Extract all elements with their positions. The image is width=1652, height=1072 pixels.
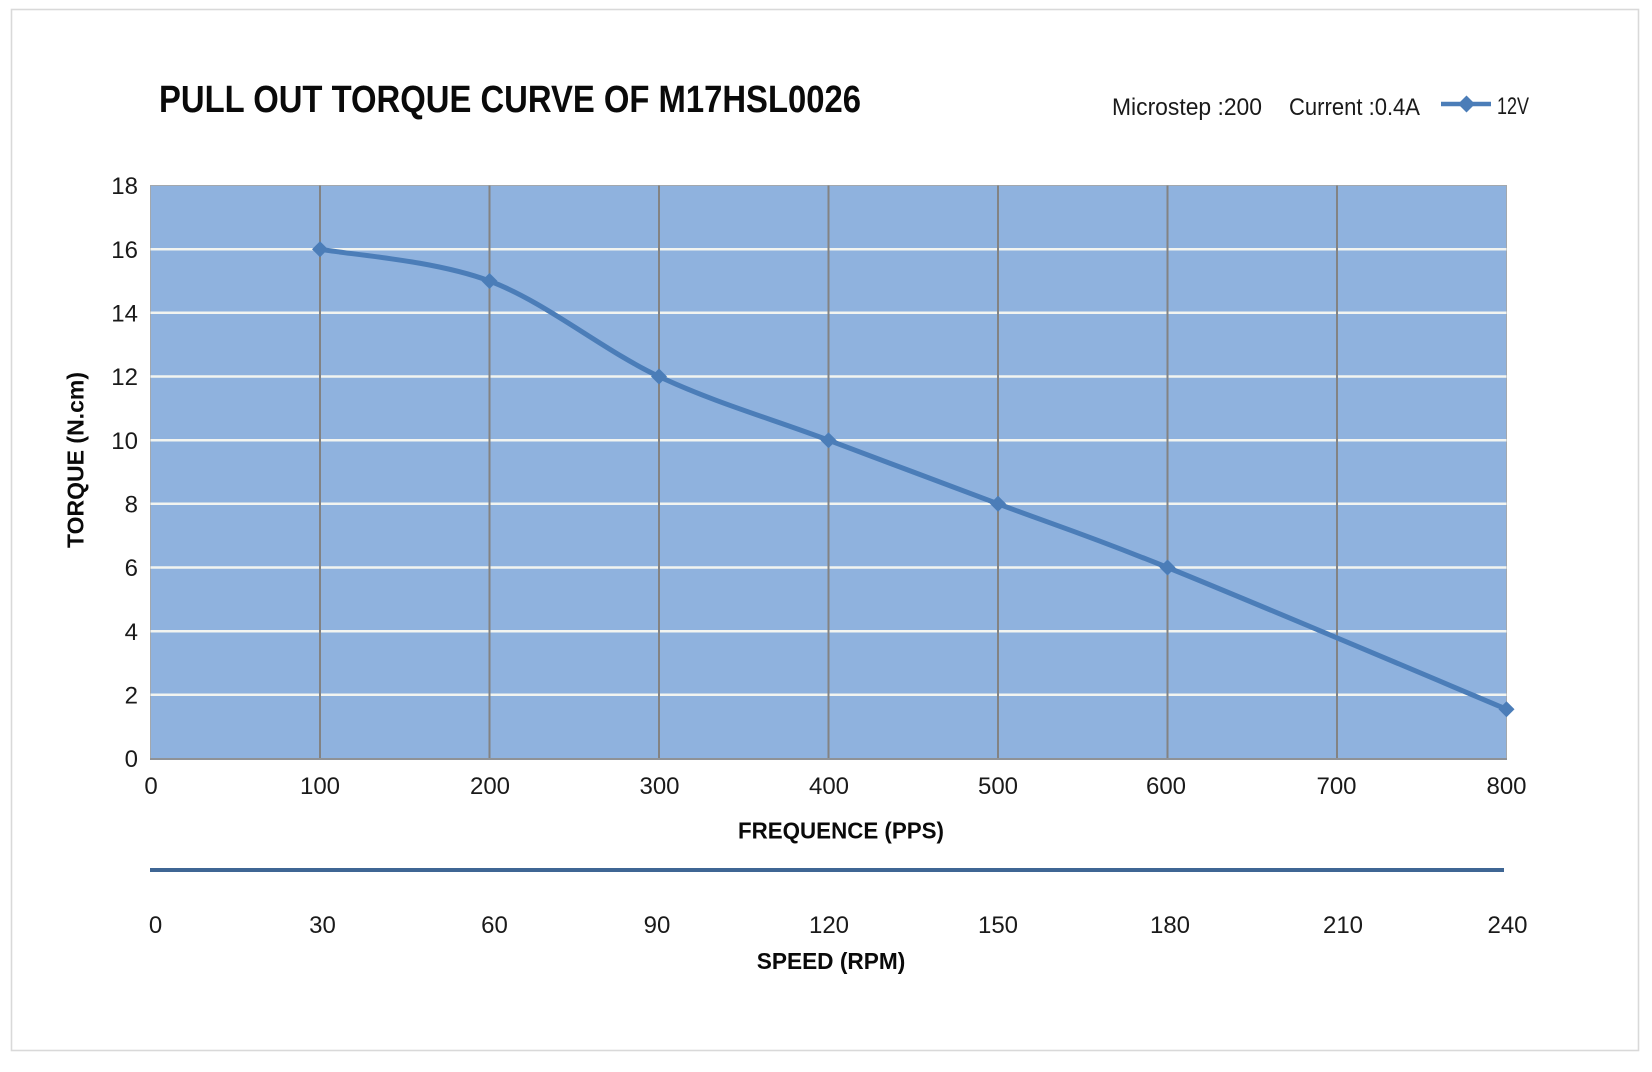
svg-text:PULL OUT TORQUE CURVE OF M17HS: PULL OUT TORQUE CURVE OF M17HSL0026	[159, 79, 861, 121]
svg-text:90: 90	[644, 912, 671, 939]
svg-text:Current :0.4A: Current :0.4A	[1289, 94, 1420, 121]
svg-text:18: 18	[111, 173, 138, 200]
svg-text:30: 30	[309, 912, 336, 939]
svg-text:TORQUE (N.cm): TORQUE (N.cm)	[63, 372, 89, 548]
svg-text:6: 6	[125, 555, 138, 582]
svg-text:180: 180	[1150, 912, 1190, 939]
svg-text:2: 2	[125, 682, 138, 709]
svg-text:400: 400	[809, 773, 849, 800]
svg-text:0: 0	[125, 746, 138, 773]
svg-text:SPEED (RPM): SPEED (RPM)	[757, 948, 906, 974]
svg-text:150: 150	[978, 912, 1018, 939]
svg-text:8: 8	[125, 491, 138, 518]
svg-text:0: 0	[144, 773, 157, 800]
svg-text:700: 700	[1316, 773, 1356, 800]
svg-text:200: 200	[470, 773, 510, 800]
svg-text:240: 240	[1487, 912, 1527, 939]
svg-text:4: 4	[125, 619, 138, 646]
svg-text:Microstep :200: Microstep :200	[1112, 94, 1262, 121]
svg-text:12: 12	[111, 364, 138, 391]
svg-text:14: 14	[111, 300, 138, 327]
svg-text:120: 120	[809, 912, 849, 939]
svg-text:16: 16	[111, 237, 138, 264]
svg-text:60: 60	[481, 912, 508, 939]
svg-text:300: 300	[639, 773, 679, 800]
svg-text:12V: 12V	[1497, 93, 1529, 120]
svg-text:10: 10	[111, 428, 138, 455]
svg-text:100: 100	[300, 773, 340, 800]
svg-text:0: 0	[149, 912, 162, 939]
svg-text:FREQUENCE (PPS): FREQUENCE (PPS)	[738, 818, 944, 844]
svg-text:210: 210	[1323, 912, 1363, 939]
svg-text:500: 500	[978, 773, 1018, 800]
svg-text:600: 600	[1146, 773, 1186, 800]
svg-text:800: 800	[1486, 773, 1526, 800]
